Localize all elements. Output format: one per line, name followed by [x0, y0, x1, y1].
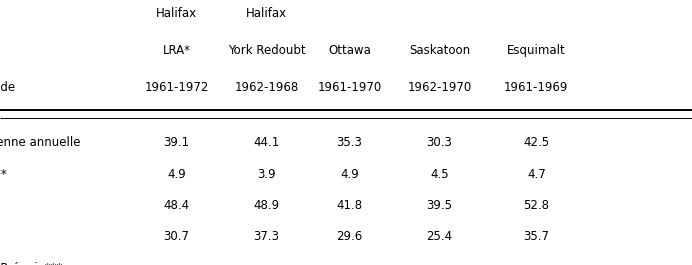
- Text: 1961-1969: 1961-1969: [504, 81, 569, 94]
- Text: Période: Période: [0, 81, 17, 94]
- Text: 52.8: 52.8: [523, 199, 549, 212]
- Text: 1962-1970: 1962-1970: [408, 81, 471, 94]
- Text: TOB R équiv***: TOB R équiv***: [0, 262, 63, 265]
- Text: Ottawa: Ottawa: [328, 44, 371, 57]
- Text: 48.9: 48.9: [253, 199, 280, 212]
- Text: 42.5: 42.5: [523, 136, 549, 149]
- Text: 4.5: 4.5: [430, 168, 448, 181]
- Text: 39.5: 39.5: [426, 199, 453, 212]
- Text: 1962-1968: 1962-1968: [235, 81, 298, 94]
- Text: York Redoubt: York Redoubt: [228, 44, 305, 57]
- Text: É.-T.**: É.-T.**: [0, 168, 8, 181]
- Text: 4.9: 4.9: [340, 168, 359, 181]
- Text: Halifax: Halifax: [246, 7, 287, 20]
- Text: 37.3: 37.3: [253, 230, 280, 243]
- Text: 4.9: 4.9: [167, 168, 186, 181]
- Text: 4.7: 4.7: [527, 168, 546, 181]
- Text: 30.7: 30.7: [163, 230, 190, 243]
- Text: 48.4: 48.4: [163, 199, 190, 212]
- Text: 39.1: 39.1: [163, 136, 190, 149]
- Text: 41.8: 41.8: [336, 199, 363, 212]
- Text: Moyenne annuelle: Moyenne annuelle: [0, 136, 81, 149]
- Text: 44.1: 44.1: [253, 136, 280, 149]
- Text: Halifax: Halifax: [156, 7, 197, 20]
- Text: LRA*: LRA*: [163, 44, 190, 57]
- Text: 1961-1972: 1961-1972: [144, 81, 209, 94]
- Text: 30.3: 30.3: [426, 136, 453, 149]
- Text: 29.6: 29.6: [336, 230, 363, 243]
- Text: 25.4: 25.4: [426, 230, 453, 243]
- Text: 35.7: 35.7: [523, 230, 549, 243]
- Text: Esquimalt: Esquimalt: [507, 44, 565, 57]
- Text: 35.3: 35.3: [336, 136, 363, 149]
- Text: 3.9: 3.9: [257, 168, 275, 181]
- Text: Saskatoon: Saskatoon: [409, 44, 470, 57]
- Text: 1961-1970: 1961-1970: [318, 81, 381, 94]
